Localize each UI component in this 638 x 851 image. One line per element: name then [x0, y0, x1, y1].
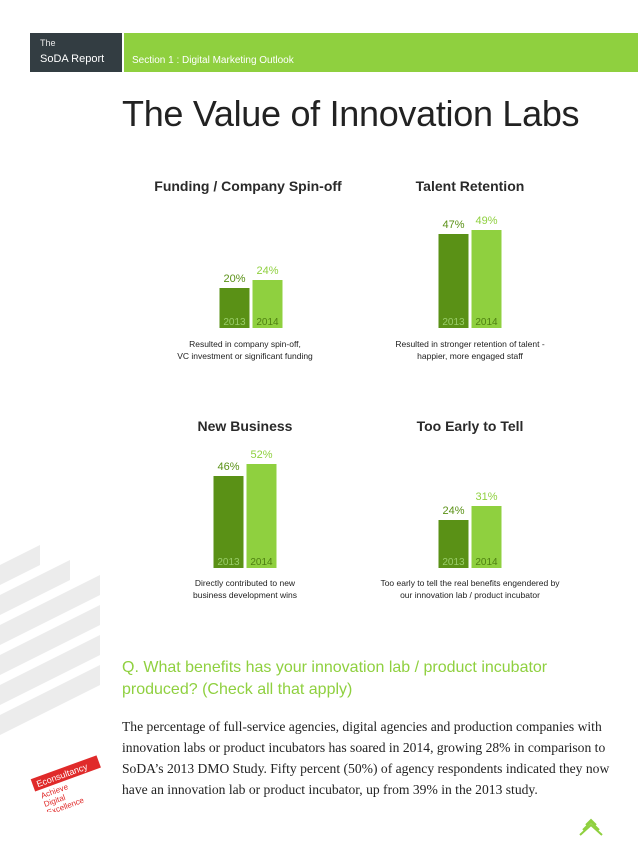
chart-bars: 47% 2013 49% 2014	[438, 215, 502, 328]
survey-question: Q. What benefits has your innovation lab…	[122, 659, 548, 698]
category-label: 2013	[223, 317, 246, 328]
section-label: Section 1 : Digital Marketing Outlook	[132, 55, 294, 66]
chart-bars: 24% 2013 31% 2014	[438, 491, 502, 568]
chart-caption-line: business development wins	[193, 590, 297, 600]
bar-2014	[471, 506, 502, 568]
soda-wave-icon	[579, 818, 603, 836]
chart-title: New Business	[197, 418, 293, 434]
chart-too-early: Too Early to Tell 24% 2013 31% 2014 Too ear…	[335, 418, 605, 628]
chart-talent-retention: Talent Retention 47% 2013 49% 2014 Resulted…	[335, 178, 605, 388]
chart-caption-line: Too early to tell the real benefits enge…	[380, 578, 560, 588]
page-title: The Value of Innovation Labs	[122, 93, 580, 134]
category-label: 2014	[475, 557, 498, 568]
chart-caption-line: our innovation lab / product incubator	[400, 590, 540, 600]
bar-2014	[246, 464, 277, 568]
chart-title: Funding / Company Spin-off	[154, 178, 342, 194]
chart-caption: Resulted in stronger retention of talent…	[335, 338, 605, 362]
chart-caption-line: Resulted in stronger retention of talent…	[395, 339, 545, 349]
chart-title: Too Early to Tell	[416, 418, 524, 434]
chart-new-business: New Business 46% 2013 52% 2014 Directly con…	[110, 418, 380, 628]
category-label: 2014	[475, 317, 498, 328]
value-label: 49%	[475, 215, 497, 227]
decorative-stair-pattern	[0, 545, 100, 735]
category-label: 2014	[256, 317, 279, 328]
bar-2013	[213, 476, 244, 568]
bar-2014	[252, 280, 283, 328]
chart-caption: Too early to tell the real benefits enge…	[335, 577, 605, 601]
chart-caption-line: Directly contributed to new	[194, 578, 296, 588]
bar-2013	[438, 234, 469, 328]
chart-caption-line: Resulted in company spin-off,	[189, 339, 301, 349]
chart-caption: Resulted in company spin-off, VC investm…	[110, 338, 380, 362]
section-banner: Section 1 : Digital Marketing Outlook	[124, 33, 638, 72]
chart-caption-line: happier, more engaged staff	[417, 351, 523, 361]
chart-bars: 20% 2013 24% 2014	[219, 265, 283, 328]
chart-bars: 46% 2013 52% 2014	[213, 449, 277, 568]
chart-funding: Funding / Company Spin-off 20% 2013 24% 201…	[110, 178, 380, 388]
econsultancy-badge-logo: Econsultancy Achieve Digital Excellence	[30, 755, 101, 812]
chart-caption-line: VC investment or significant funding	[177, 351, 313, 361]
category-label: 2013	[442, 317, 465, 328]
value-label: 24%	[256, 265, 278, 277]
value-label: 20%	[223, 273, 245, 285]
category-label: 2013	[217, 557, 240, 568]
value-label: 46%	[217, 461, 239, 473]
bar-2013	[219, 288, 250, 328]
category-label: 2013	[442, 557, 465, 568]
value-label: 24%	[442, 505, 464, 517]
report-brand-name: SoDA Report	[40, 53, 105, 65]
bar-2014	[471, 230, 502, 328]
chart-caption: Directly contributed to new business dev…	[110, 577, 380, 601]
chart-title: Talent Retention	[415, 178, 525, 194]
report-brand-block: The SoDA Report	[30, 33, 122, 72]
body-paragraph: The percentage of full-service agencies,…	[122, 719, 610, 797]
value-label: 31%	[475, 491, 497, 503]
bar-2013	[438, 520, 469, 568]
category-label: 2014	[250, 557, 273, 568]
value-label: 52%	[250, 449, 272, 461]
report-brand-prefix: The	[40, 38, 56, 48]
value-label: 47%	[442, 219, 464, 231]
